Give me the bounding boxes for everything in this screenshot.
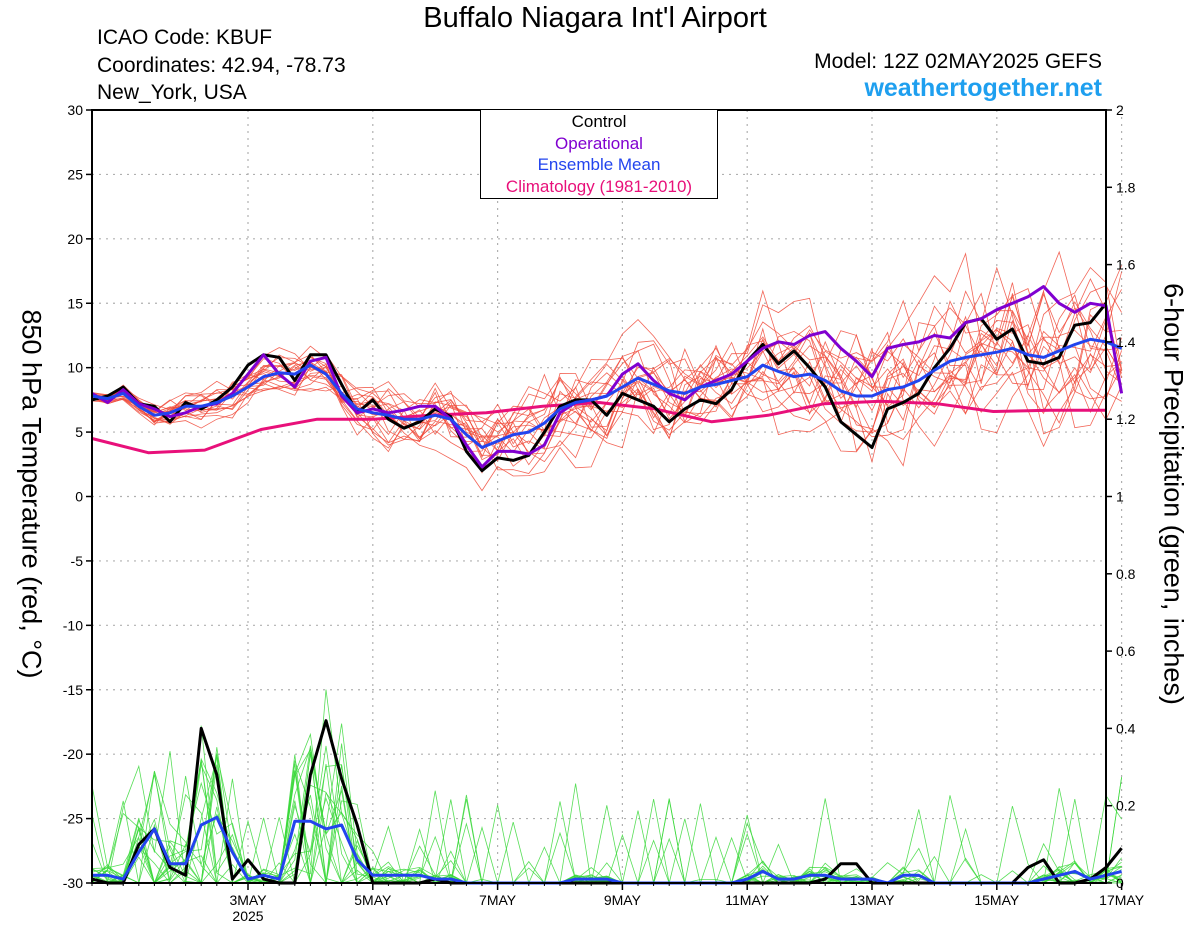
precip-member-line [92, 723, 1122, 884]
y-left-tick-label: -15 [63, 682, 83, 698]
climatology-line [91, 399, 1106, 455]
x-tick-label: 7MAY [479, 892, 517, 908]
precip-member-line [91, 760, 1122, 885]
y-right-tick-label: 2 [1116, 102, 1124, 118]
temp-member-lines [91, 250, 1122, 492]
coordinates: Coordinates: 42.94, -78.73 [97, 54, 346, 77]
temp-member-line [91, 301, 1122, 462]
y-right-tick-label: 0.8 [1116, 566, 1136, 582]
y-right-tick-label: 1.8 [1116, 179, 1136, 195]
legend-control: Control [571, 112, 627, 131]
y-right-tick-label: 0 [1116, 875, 1124, 891]
series-lines [91, 285, 1124, 885]
precip-member-line [91, 763, 1122, 884]
x-tick-label: 11MAY [725, 892, 769, 908]
legend: Control Operational Ensemble Mean Climat… [480, 109, 718, 199]
temp-member-line [91, 277, 1122, 447]
y-right-tick-label: 1.4 [1116, 334, 1136, 350]
y-left-tick-label: -10 [63, 617, 83, 633]
temp-member-line [91, 310, 1122, 474]
x-tick-label: 17MAY [1099, 892, 1145, 908]
y-right-tick-label: 0.4 [1116, 720, 1136, 736]
temp-member-line [91, 271, 1122, 445]
legend-mean: Ensemble Mean [537, 155, 661, 174]
y-left-tick-label: 20 [67, 231, 83, 247]
site-name: weathertogether.net [864, 74, 1102, 102]
x-tick-label: 5MAY [354, 892, 392, 908]
mean-temp-line [91, 337, 1123, 449]
x-tick-label: 15MAY [974, 892, 1020, 908]
region: New_York, USA [97, 81, 247, 104]
icao-code: ICAO Code: KBUF [97, 26, 273, 49]
precip-member-lines [91, 689, 1122, 885]
grid-lines [92, 110, 1123, 883]
y-left-tick-label: 0 [75, 489, 83, 505]
model-run: Model: 12Z 02MAY2025 GEFS [814, 50, 1102, 73]
y-right-tick-label: 1.6 [1116, 257, 1136, 273]
y-left-tick-label: -5 [71, 553, 84, 569]
y-left-tick-label: 30 [67, 102, 83, 118]
y-axis-right-label: 6-hour Precipitation (green, inches) [1158, 283, 1189, 705]
temp-member-line [91, 293, 1122, 456]
temp-member-line [91, 266, 1122, 492]
y-left-tick-label: 15 [67, 295, 83, 311]
y-left-tick-label: -20 [63, 746, 83, 762]
precip-member-line [91, 689, 1122, 884]
y-right-tick-label: 0.2 [1116, 798, 1136, 814]
precip-member-line [91, 775, 1122, 884]
y-left-tick-label: 10 [67, 360, 83, 376]
axis-ticks: 302520151050-5-10-15-20-25-3021.81.61.41… [63, 102, 1145, 924]
control-temp-line [91, 302, 1108, 473]
x-tick-label: 13MAY [850, 892, 896, 908]
temp-member-line [91, 282, 1122, 446]
y-left-tick-label: -25 [63, 811, 83, 827]
x-tick-label: 3MAY [229, 892, 267, 908]
y-right-tick-label: 0.6 [1116, 643, 1136, 659]
precip-member-line [91, 760, 1122, 885]
temp-member-line [91, 266, 1122, 438]
y-right-tick-label: 1.2 [1116, 411, 1136, 427]
x-tick-label: 9MAY [604, 892, 642, 908]
y-left-tick-label: -30 [63, 875, 83, 891]
legend-climatology: Climatology (1981-2010) [505, 176, 693, 196]
y-left-tick-label: 25 [67, 166, 83, 182]
y-right-tick-label: 1 [1116, 489, 1124, 505]
legend-operational: Operational [555, 133, 643, 153]
y-left-tick-label: 5 [75, 424, 83, 440]
chart-title: Buffalo Niagara Int'l Airport [423, 2, 767, 34]
control-precip-line [91, 719, 1123, 885]
y-axis-left-label: 850 hPa Temperature (red, °C) [16, 309, 47, 679]
temp-member-line [91, 330, 1122, 449]
temp-member-line [91, 292, 1122, 464]
x-year-label: 2025 [232, 908, 263, 924]
